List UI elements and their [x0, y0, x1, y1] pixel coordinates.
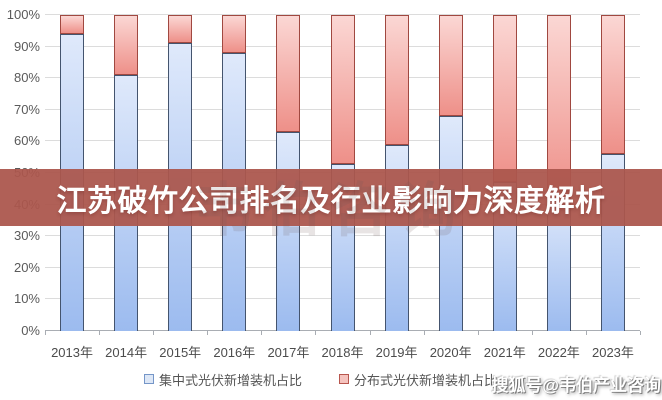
legend-item-distributed: 分布式光伏新增装机占比	[339, 370, 497, 388]
x-axis-label: 2019年	[375, 345, 418, 360]
bottom-right-watermark: 搜狐号@韦伯产业咨询	[491, 376, 661, 395]
x-axis-label: 2018年	[321, 345, 364, 360]
legend: 集中式光伏新增装机占比 分布式光伏新增装机占比	[0, 370, 662, 390]
x-axis-label: 2013年	[51, 345, 93, 360]
x-axis-tick	[207, 331, 209, 335]
x-axis-tick	[640, 331, 641, 335]
bar-segment-distributed	[276, 15, 301, 132]
y-axis-label: 90%	[13, 38, 40, 54]
y-axis-label: 70%	[13, 101, 40, 117]
y-axis-label: 80%	[13, 70, 40, 86]
legend-item-centralized: 集中式光伏新增装机占比	[144, 370, 302, 388]
bar-segment-distributed	[168, 15, 193, 44]
bar-segment-centralized	[276, 131, 301, 331]
x-axis-label: 2017年	[267, 345, 310, 360]
bar-segment-distributed	[114, 15, 139, 76]
x-axis-label: 2023年	[591, 345, 634, 360]
x-axis-tick	[369, 331, 371, 335]
y-axis-label: 30%	[13, 228, 40, 244]
bar-segment-distributed	[384, 15, 409, 145]
x-axis-label: 2020年	[429, 345, 472, 360]
bar-segment-distributed	[546, 15, 571, 199]
y-axis-label: 100%	[6, 7, 40, 22]
legend-label-centralized: 集中式光伏新增装机占比	[159, 372, 303, 388]
bar-segment-distributed	[600, 15, 625, 155]
x-axis-tick	[153, 331, 155, 335]
y-axis-label: 0%	[21, 323, 40, 338]
x-axis-tick	[423, 331, 425, 335]
x-axis-label: 2016年	[213, 345, 256, 360]
bar-segment-distributed	[492, 15, 517, 183]
x-axis-label: 2014年	[105, 345, 148, 360]
x-axis-tick	[315, 331, 317, 335]
x-axis-tick	[99, 331, 101, 335]
x-axis-tick	[531, 331, 533, 335]
bar-segment-distributed	[60, 15, 85, 34]
x-axis-tick	[585, 331, 587, 335]
legend-swatch-centralized-icon	[144, 374, 154, 384]
bar-segment-distributed	[438, 15, 463, 117]
y-axis-label: 60%	[13, 133, 40, 149]
headline-banner: 江苏破竹公司排名及行业影响力深度解析	[0, 169, 662, 226]
gridline-100	[45, 14, 640, 15]
x-axis-label: 2015年	[159, 345, 202, 360]
y-axis-label: 10%	[13, 291, 40, 307]
bar-segment-distributed	[222, 15, 247, 53]
x-axis-tick	[45, 331, 46, 335]
y-axis-label: 20%	[13, 259, 40, 275]
x-axis-label: 2022年	[537, 345, 580, 360]
legend-label-distributed: 分布式光伏新增装机占比	[354, 372, 498, 388]
x-axis-tick	[477, 331, 479, 335]
x-axis-label: 2021年	[483, 345, 526, 360]
banner-title: 江苏破竹公司排名及行业影响力深度解析	[56, 184, 606, 218]
x-axis-tick	[261, 331, 263, 335]
bar-segment-distributed	[330, 15, 355, 164]
legend-swatch-distributed-icon	[339, 374, 349, 384]
